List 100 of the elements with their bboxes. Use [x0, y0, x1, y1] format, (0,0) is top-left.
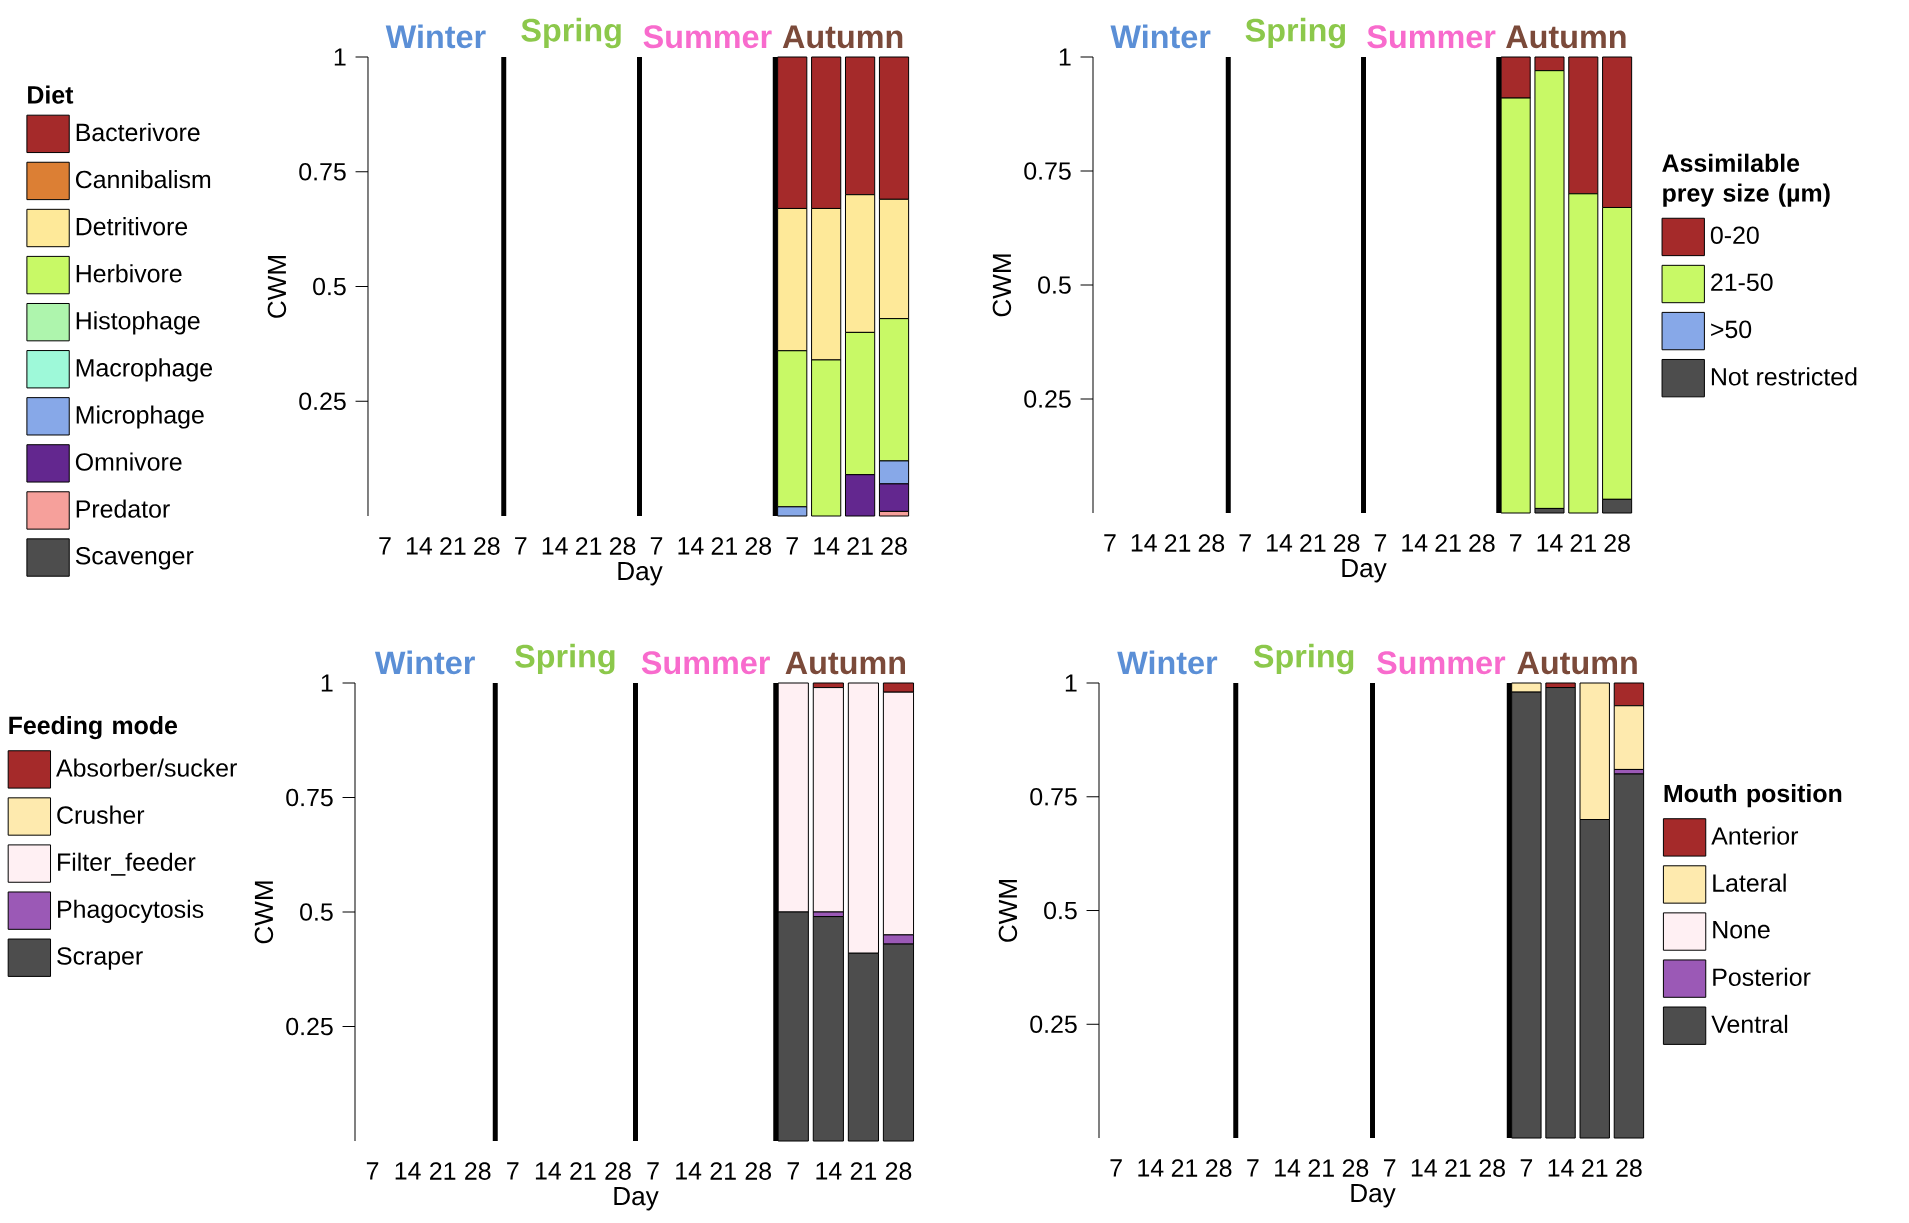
legend-label: Omnivore [75, 452, 182, 471]
x-tick-label: 28 [745, 537, 772, 555]
x-tick-label: 21 [1164, 534, 1191, 552]
x-tick-label: 28 [1469, 534, 1495, 552]
x-tick-label: 7 [1383, 1159, 1396, 1177]
text: Autumn [785, 651, 906, 675]
x-tick-label: 7 [515, 537, 527, 555]
y-tick-label: 0.75 [1024, 162, 1071, 180]
x-tick-label: 28 [745, 1162, 771, 1180]
x-tick-label: 14 [1275, 1159, 1301, 1177]
text: Winter [385, 24, 486, 49]
x-tick-label: 14 [1267, 534, 1293, 552]
y-tick-label: 1 [321, 674, 333, 692]
legend-label: Ventral [1711, 1014, 1788, 1034]
x-tick-label: 21 [430, 1162, 456, 1180]
x-tick-label: 14 [678, 537, 704, 555]
x-tick-label: 14 [542, 537, 568, 555]
legend-label: 21-50 [1711, 273, 1773, 292]
x-tick-label: 21 [1300, 534, 1326, 552]
x-tick-label: 28 [474, 537, 500, 555]
y-tick-label: 0.75 [299, 162, 346, 181]
x-tick-label: 28 [1479, 1159, 1505, 1177]
x-tick-label: 7 [366, 1162, 379, 1180]
x-tick-label: 14 [1411, 1159, 1437, 1177]
x-tick-label: 28 [465, 1162, 491, 1180]
x-tick-label: 28 [1604, 534, 1630, 552]
x-axis-title: Day [1342, 559, 1387, 583]
x-tick-label: 21 [850, 1162, 877, 1180]
text: Autumn [1517, 651, 1637, 675]
y-axis-title: CWM [998, 880, 1018, 942]
text: Winter [1110, 24, 1211, 49]
x-tick-label: 7 [1520, 1159, 1533, 1177]
x-tick-label: 7 [1510, 534, 1522, 552]
y-tick-label: 0.75 [1030, 787, 1077, 806]
x-tick-label: 28 [1206, 1159, 1232, 1177]
y-tick-label: 0.25 [1030, 1015, 1077, 1034]
legend-label: Lateral [1713, 873, 1786, 892]
y-tick-label: 0.25 [1024, 390, 1071, 408]
legend-label: Cannibalism [75, 170, 211, 189]
text: Spring [515, 643, 615, 675]
x-tick-label: 14 [816, 1162, 842, 1180]
y-tick-label: 0.5 [313, 277, 346, 296]
x-tick-label: 7 [787, 1162, 799, 1180]
legend-label: Detritivore [76, 217, 188, 236]
legend-label: Anterior [1711, 826, 1799, 845]
x-tick-label: 14 [535, 1162, 561, 1180]
x-tick-label: 14 [814, 537, 840, 555]
x-tick-label: 21 [711, 537, 737, 555]
legend-label: Crusher [57, 805, 145, 824]
x-tick-label: 28 [1616, 1159, 1642, 1177]
x-tick-label: 7 [647, 1162, 659, 1180]
legend-label: Bacterivore [76, 122, 200, 142]
x-axis-title: Day [618, 562, 663, 586]
legend-title: Assimilable prey size (µm) [1662, 153, 1830, 207]
x-tick-label: 21 [440, 537, 466, 555]
legend-label: Filter_feeder [58, 852, 196, 876]
legend-label: None [1713, 921, 1770, 939]
x-tick-label: 7 [507, 1162, 519, 1180]
x-tick-label: 28 [609, 537, 636, 555]
legend-label: Not restricted [1711, 367, 1857, 386]
x-tick-label: 28 [881, 537, 907, 555]
y-tick-label: 0.5 [1044, 901, 1077, 920]
x-tick-label: 28 [1198, 534, 1225, 552]
y-tick-label: 1 [1065, 674, 1077, 692]
text: Autumn [1506, 25, 1626, 49]
legend-label: Scavenger [75, 546, 194, 570]
y-axis-title: CWM [267, 256, 287, 318]
text: Autumn [782, 25, 903, 49]
text: Summer [1377, 651, 1506, 675]
legend-label: Phagocytosis [58, 899, 204, 923]
text: Summer [643, 25, 772, 49]
text: Summer [1367, 25, 1496, 49]
x-tick-label: 21 [570, 1162, 596, 1180]
y-tick-label: 1 [334, 48, 346, 66]
x-tick-label: 14 [676, 1162, 702, 1180]
x-tick-label: 28 [605, 1162, 631, 1180]
x-tick-label: 7 [1239, 534, 1251, 552]
text: Spring [1245, 17, 1345, 49]
y-tick-label: 0.5 [300, 903, 333, 921]
legend-label: Herbivore [76, 264, 182, 283]
y-axis-title: CWM [992, 254, 1012, 317]
legend-label: Scraper [57, 947, 143, 970]
x-tick-label: 14 [1537, 534, 1563, 552]
legend-title: Diet [28, 85, 74, 104]
legend-label: Histophage [76, 311, 200, 335]
y-tick-label: 0.75 [286, 788, 333, 807]
x-tick-label: 7 [1247, 1159, 1259, 1177]
legend-label: Absorber/sucker [56, 758, 237, 777]
x-tick-label: 14 [406, 537, 433, 555]
x-tick-label: 7 [1104, 534, 1116, 552]
x-tick-label: 7 [786, 537, 798, 555]
legend-title: Mouth position [1664, 784, 1842, 808]
y-axis-title: CWM [254, 881, 274, 944]
x-tick-label: 7 [1374, 534, 1387, 552]
x-tick-label: 28 [1334, 534, 1360, 552]
x-axis-title: Day [1351, 1184, 1396, 1208]
x-tick-label: 21 [1582, 1159, 1608, 1177]
x-tick-label: 14 [1131, 534, 1157, 552]
x-tick-label: 21 [1435, 534, 1461, 552]
text: Summer [641, 651, 770, 675]
